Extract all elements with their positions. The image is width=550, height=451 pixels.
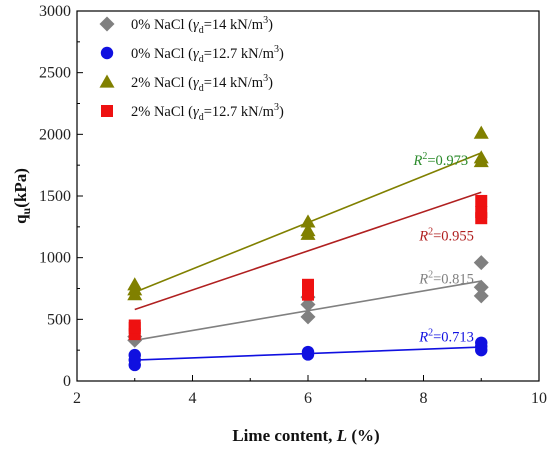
r2-label-series-2: R2=0.713 bbox=[418, 328, 474, 346]
data-point-series-3 bbox=[473, 125, 489, 139]
r2-labels: R2=0.815 R2=0.713 R2=0.973 R2=0.955 bbox=[412, 151, 473, 345]
data-point-series-2 bbox=[128, 348, 141, 362]
data-point-series-2 bbox=[301, 345, 315, 359]
x-tick-label: 8 bbox=[420, 390, 428, 407]
data-points bbox=[127, 125, 489, 372]
data-point-series-4 bbox=[475, 194, 488, 207]
legend-marker-series-2 bbox=[100, 46, 114, 60]
data-point-series-3 bbox=[473, 150, 489, 164]
y-tick-label: 0 bbox=[63, 373, 71, 390]
y-tick-label: 2000 bbox=[39, 126, 71, 143]
data-point-series-4 bbox=[302, 278, 314, 291]
y-tick-label: 1500 bbox=[39, 188, 71, 205]
data-point-series-3 bbox=[300, 223, 316, 237]
data-point-series-1 bbox=[473, 279, 489, 295]
x-tick-label: 4 bbox=[189, 390, 197, 407]
data-point-series-1 bbox=[300, 309, 316, 325]
x-axis-title: Lime content, L (%) bbox=[232, 426, 379, 445]
y-tick-label: 1000 bbox=[39, 250, 71, 267]
legend-label-series-2: 0% NaCl (γd=12.7 kN/m3) bbox=[131, 44, 284, 65]
y-axis-ticks: 0 500 1000 1500 2000 2500 3000 bbox=[39, 3, 83, 390]
legend-label-series-1: 0% NaCl (γd=14 kN/m3) bbox=[131, 15, 273, 36]
data-point-series-4 bbox=[128, 319, 141, 332]
data-point-series-2 bbox=[475, 336, 488, 349]
data-point-series-1 bbox=[473, 288, 489, 304]
legend-label-series-3: 2% NaCl (γd=14 kN/m3) bbox=[131, 73, 273, 94]
r2-label-series-1: R2=0.815 bbox=[418, 270, 474, 288]
y-tick-label: 2500 bbox=[39, 65, 71, 82]
x-axis-ticks: 2 4 6 8 10 bbox=[73, 375, 547, 407]
legend-label-series-4: 2% NaCl (γd=12.7 kN/m3) bbox=[131, 102, 284, 123]
data-point-series-3 bbox=[127, 277, 143, 291]
fit-line-series-4 bbox=[134, 191, 482, 311]
x-tick-label: 6 bbox=[304, 390, 312, 407]
x-tick-label: 2 bbox=[73, 390, 81, 407]
r2-label-series-4: R2=0.955 bbox=[418, 226, 474, 244]
r2-label-series-3: R2=0.973 bbox=[412, 151, 468, 169]
legend-marker-series-1 bbox=[99, 16, 115, 32]
legend-marker-series-3 bbox=[99, 74, 115, 88]
data-point-series-3 bbox=[300, 214, 316, 228]
y-tick-label: 500 bbox=[47, 311, 71, 328]
legend: 0% NaCl (γd=14 kN/m3) 0% NaCl (γd=12.7 kN… bbox=[99, 15, 284, 123]
x-tick-label: 10 bbox=[531, 390, 547, 407]
y-tick-label: 3000 bbox=[39, 3, 71, 20]
data-point-series-4 bbox=[475, 206, 488, 219]
data-point-series-1 bbox=[473, 255, 489, 271]
legend-marker-series-4 bbox=[101, 105, 113, 117]
y-axis-title: qu(kPa) bbox=[11, 168, 33, 224]
